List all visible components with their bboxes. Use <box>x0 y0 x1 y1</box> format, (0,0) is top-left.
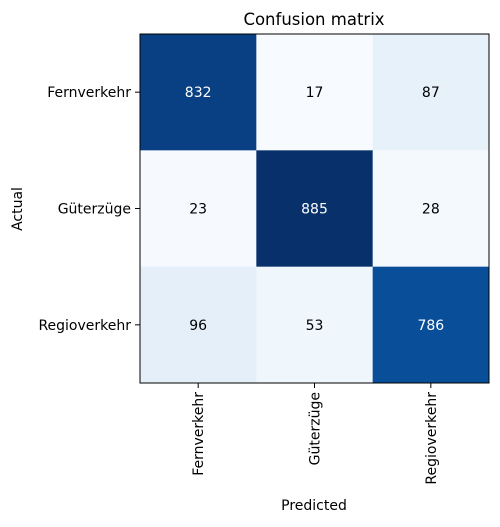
heatmap-cell <box>140 150 257 268</box>
heatmap-cell <box>256 266 374 384</box>
cell-value-label: 885 <box>301 202 328 218</box>
x-tick-label: Güterzüge <box>308 392 324 465</box>
heatmap-cell <box>372 34 490 151</box>
cell-value-label: 832 <box>185 85 212 101</box>
heatmap-cell <box>372 150 490 268</box>
cell-value-label: 23 <box>189 202 207 218</box>
cell-value-label: 17 <box>306 85 324 101</box>
y-tick-label: Güterzüge <box>58 202 131 218</box>
heatmap-cells <box>140 34 490 384</box>
x-axis-ticks: Fernverkehr Güterzüge Regioverkehr <box>191 383 440 485</box>
cell-value-label: 96 <box>189 318 207 334</box>
y-tick-label: Regioverkehr <box>38 318 131 334</box>
x-axis-label: Predicted <box>281 498 347 514</box>
heatmap-cell-labels: 832 17 87 23 885 28 96 53 786 <box>185 85 444 334</box>
cell-value-label: 53 <box>306 318 324 334</box>
cell-value-label: 786 <box>417 318 444 334</box>
y-tick-label: Fernverkehr <box>47 85 131 101</box>
heatmap-cell <box>140 34 257 151</box>
y-axis-ticks: Fernverkehr Güterzüge Regioverkehr <box>38 85 140 334</box>
chart-title: Confusion matrix <box>243 10 384 29</box>
heatmap-cell <box>256 34 374 151</box>
heatmap-cell <box>140 266 257 384</box>
heatmap-cell <box>372 266 490 384</box>
cell-value-label: 28 <box>422 202 440 218</box>
x-tick-label: Fernverkehr <box>191 392 207 476</box>
y-axis-label: Actual <box>10 187 26 231</box>
x-tick-label: Regioverkehr <box>424 392 440 485</box>
heatmap-cell <box>256 150 374 268</box>
cell-value-label: 87 <box>422 85 440 101</box>
